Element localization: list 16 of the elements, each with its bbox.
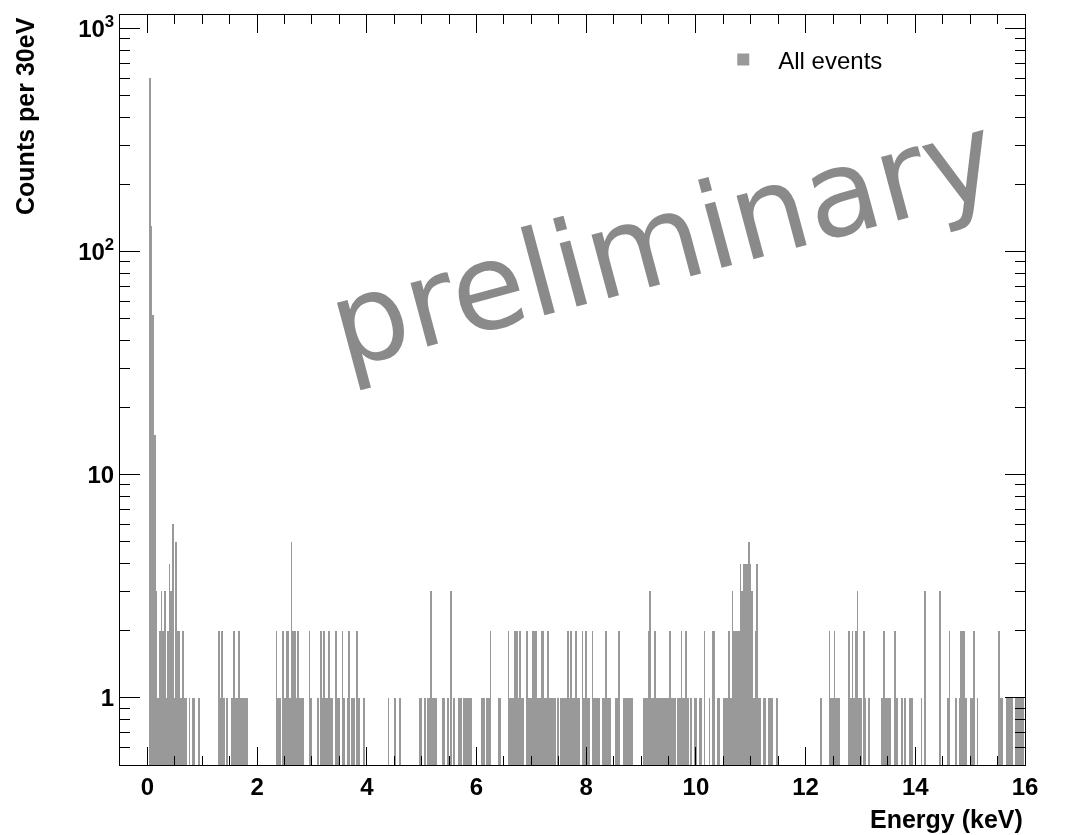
y-tick-label: 10	[87, 461, 115, 489]
y-axis-title: Counts per 30eV	[10, 17, 39, 215]
x-axis-title: Energy (keV)	[870, 805, 1023, 833]
x-tick-label: 12	[792, 772, 819, 800]
y-tick-label: 10$^{2}$	[78, 234, 115, 266]
legend-label: All events	[778, 46, 883, 74]
y-tick-label: 1	[100, 684, 115, 712]
x-tick-label: 0	[140, 772, 155, 800]
x-tick-label: 16	[1011, 772, 1039, 800]
x-tick-label: 6	[469, 772, 484, 800]
x-tick-label: 8	[579, 772, 593, 800]
y-tick-label: 10$^{3}$	[78, 11, 115, 42]
x-tick-label: 10	[682, 772, 710, 800]
x-tick-label: 14	[901, 772, 930, 800]
x-tick-label: 4	[360, 772, 375, 800]
x-tick-label: 2	[250, 772, 264, 800]
